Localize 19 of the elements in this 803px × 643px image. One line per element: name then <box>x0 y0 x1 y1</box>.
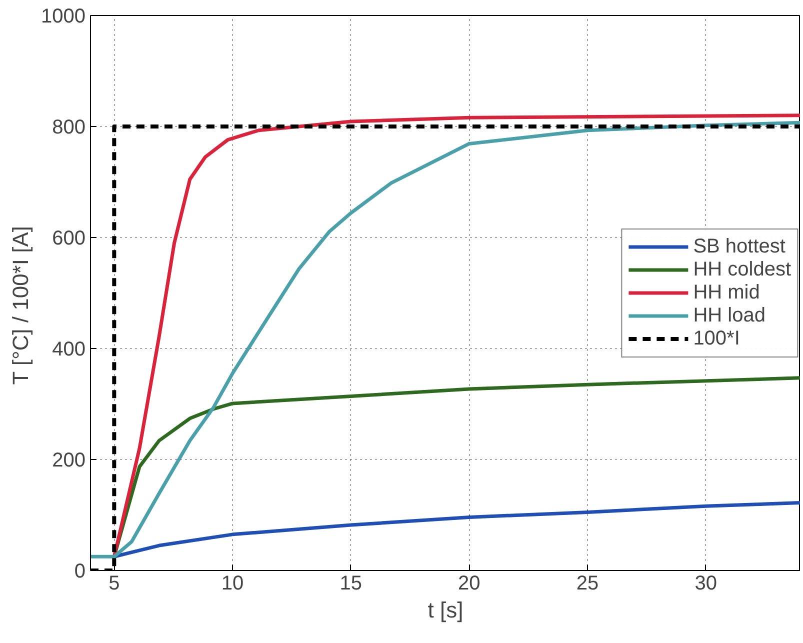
x-tick-label: 30 <box>694 572 717 594</box>
x-tick-label: 20 <box>458 572 480 594</box>
legend-label: HH load <box>693 304 766 327</box>
legend-label: SB hottest <box>693 235 786 258</box>
y-tick-label: 0 <box>74 560 86 582</box>
y-tick-label: 400 <box>52 338 86 360</box>
legend-label: HH coldest <box>693 258 791 281</box>
y-tick-label: 600 <box>52 228 86 250</box>
y-tick-label: 800 <box>52 116 86 138</box>
x-axis-title: t [s] <box>428 598 464 622</box>
y-tick-label: 200 <box>52 450 86 472</box>
x-tick-label: 25 <box>576 572 599 594</box>
x-tick-label: 10 <box>221 572 244 594</box>
x-tick-label: 15 <box>340 572 362 594</box>
x-tick-label: 5 <box>108 572 120 594</box>
legend-label: 100*I <box>693 327 740 350</box>
y-tick-label: 1000 <box>41 6 86 28</box>
legend-label: HH mid <box>693 281 760 304</box>
y-axis-title: T [°C] / 100*I [A] <box>8 226 34 385</box>
